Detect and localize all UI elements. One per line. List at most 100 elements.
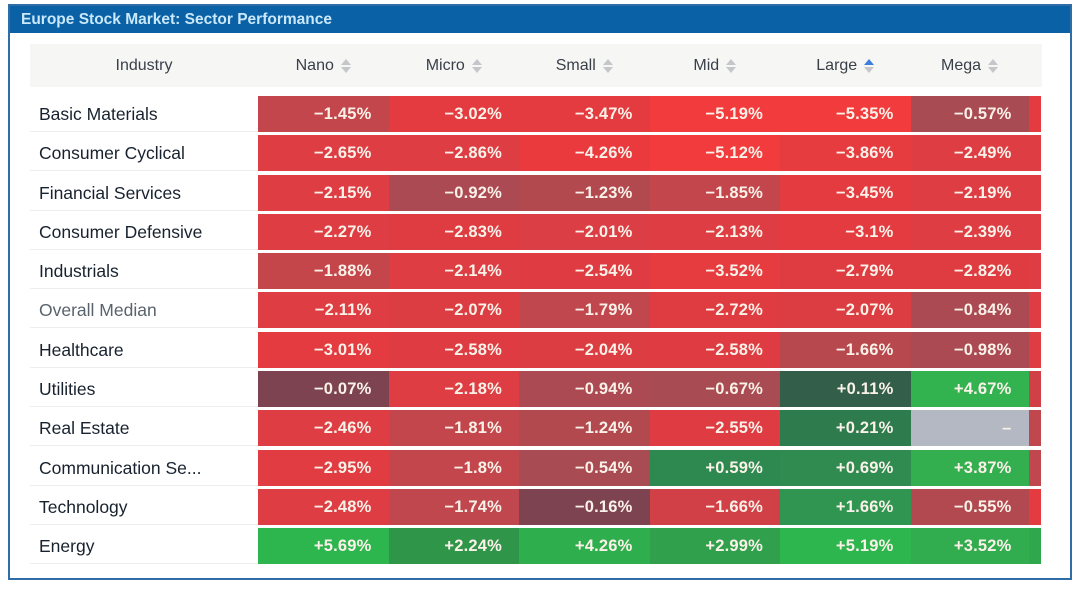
heatmap-cell: −5.12% [649,135,780,172]
heatmap-cell: −2.82% [910,253,1029,290]
heatmap-cell-clipped [1028,213,1041,250]
heatmap-cell: −0.67% [649,371,780,408]
widget-title: Europe Stock Market: Sector Performance [21,11,332,28]
sort-down-arrow [471,66,482,73]
heatmap-cell: −2.79% [780,253,911,290]
heatmap-cell: −3.01% [258,331,389,368]
heatmap-cell: −2.86% [388,135,519,172]
heatmap-cell: −1.66% [649,488,780,525]
heatmap-cell: +4.26% [519,528,650,565]
column-header-mega[interactable]: Mega [911,57,1029,75]
heatmap-cell: −1.85% [649,174,780,211]
column-header-label: Large [816,56,858,74]
row-label: Consumer Cyclical [30,135,258,172]
heatmap-cell: −0.94% [519,371,650,408]
heatmap-cell: +5.69% [258,528,389,565]
heatmap-cell: −1.66% [780,331,911,368]
heatmap-cell: −2.54% [519,253,650,290]
heatmap-cell: −2.83% [388,213,519,250]
column-header-micro[interactable]: Micro [389,57,520,75]
row-label: Utilities [30,371,258,408]
heatmap-cell: −1.79% [519,292,650,329]
sort-up-arrow [340,58,351,65]
row-label: Communication Se... [30,450,258,486]
table-row: Energy +5.69% +2.24% +4.26% +2.99% +5.19% +3.5… [30,528,1042,565]
heatmap-cell: +1.66% [780,488,911,525]
heatmap-cell: −3.86% [780,135,911,172]
table-row: Utilities −0.07% −2.18% −0.94% −0.67% +0.11% +… [30,371,1042,408]
heatmap-cell-clipped [1028,135,1041,172]
heatmap-cell-clipped [1028,410,1041,447]
heatmap-cell: −0.16% [519,488,650,525]
heatmap-cell: −4.26% [519,135,650,172]
sort-icon[interactable] [726,58,737,73]
heatmap-cell: −2.46% [258,410,389,447]
sort-down-arrow [602,66,613,73]
heatmap-cell: +3.52% [910,528,1029,565]
column-header-small[interactable]: Small [519,57,650,75]
column-header-large[interactable]: Large [780,57,911,75]
heatmap-cell: +0.59% [649,449,780,486]
heatmap-cell: +5.19% [780,528,911,565]
column-header-mid[interactable]: Mid [650,57,781,75]
title-bar: Europe Stock Market: Sector Performance [10,6,1070,33]
sort-down-arrow [726,66,737,73]
row-label: Financial Services [30,175,258,211]
heatmap-cell: −2.58% [388,331,519,368]
heatmap-cell: −2.48% [258,488,389,525]
heatmap-cell: +0.11% [780,371,911,408]
heatmap-cell: −1.24% [519,410,650,447]
heatmap-cell: −2.39% [910,213,1029,250]
table-row: Overall Median −2.11% −2.07% −1.79% −2.72% −2… [30,292,1042,329]
heatmap-cell: −2.65% [258,135,389,172]
table-row: Real Estate −2.46% −1.81% −1.24% −2.55% +0.21… [30,410,1042,447]
sort-icon[interactable] [340,58,351,73]
heatmap-cell: −1.74% [388,488,519,525]
heatmap-cell: −0.57% [910,96,1029,132]
heatmap-cell-clipped [1028,371,1041,408]
heatmap-cell: −2.07% [780,292,911,329]
column-header-label: Micro [425,56,465,74]
table-row: Communication Se... −2.95% −1.8% −0.54% +0.5… [30,449,1042,486]
widget-frame: Europe Stock Market: Sector Performance … [8,4,1072,580]
row-label: Energy [30,528,258,565]
heatmap-cell: −2.27% [258,213,389,250]
sort-up-arrow [864,58,875,65]
column-header-label: Mega [940,56,982,74]
column-header-industry[interactable]: Industry [115,56,173,74]
sort-icon[interactable] [602,58,613,73]
row-label: Real Estate [30,410,258,447]
sort-down-arrow [340,66,351,73]
heatmap-cell: −2.07% [388,292,519,329]
heatmap-cell: – [910,410,1029,447]
heatmap-cell: −2.95% [258,449,389,486]
table-row: Basic Materials −1.45% −3.02% −3.47% −5.19% −… [30,96,1042,132]
row-label: Overall Median [30,292,258,329]
heatmap-cell: +0.69% [780,449,911,486]
heatmap-cell: −2.55% [649,410,780,447]
table-row: Industrials −1.88% −2.14% −2.54% −3.52% −2.79… [30,253,1042,290]
table-header-row: Industry Nano Micro Small Mid Large Mega [30,44,1042,87]
table-row: Consumer Cyclical −2.65% −2.86% −4.26% −5.12… [30,135,1042,172]
sort-down-arrow [864,66,875,73]
heatmap-cell-clipped [1028,174,1041,211]
sector-performance-table: Industry Nano Micro Small Mid Large Mega Basic… [30,44,1042,568]
heatmap-cell: −0.54% [519,449,650,486]
heatmap-cell-clipped [1028,96,1041,132]
heatmap-cell: −2.19% [910,174,1029,211]
heatmap-cell: −3.45% [780,174,911,211]
sort-icon[interactable] [471,58,482,73]
heatmap-cell-clipped [1028,253,1041,290]
heatmap-cell: −1.8% [388,449,519,486]
column-header-nano[interactable]: Nano [258,57,389,75]
sort-icon[interactable] [988,58,999,73]
heatmap-cell: −3.52% [649,253,780,290]
column-header-label: Mid [693,56,720,74]
heatmap-cell: −1.81% [388,410,519,447]
table-body: Basic Materials −1.45% −3.02% −3.47% −5.19% −… [30,96,1042,565]
sort-up-arrow [726,58,737,65]
heatmap-cell: −0.84% [910,292,1029,329]
heatmap-cell-clipped [1028,292,1041,329]
heatmap-cell: −3.1% [780,213,911,250]
sort-icon[interactable] [864,58,875,73]
